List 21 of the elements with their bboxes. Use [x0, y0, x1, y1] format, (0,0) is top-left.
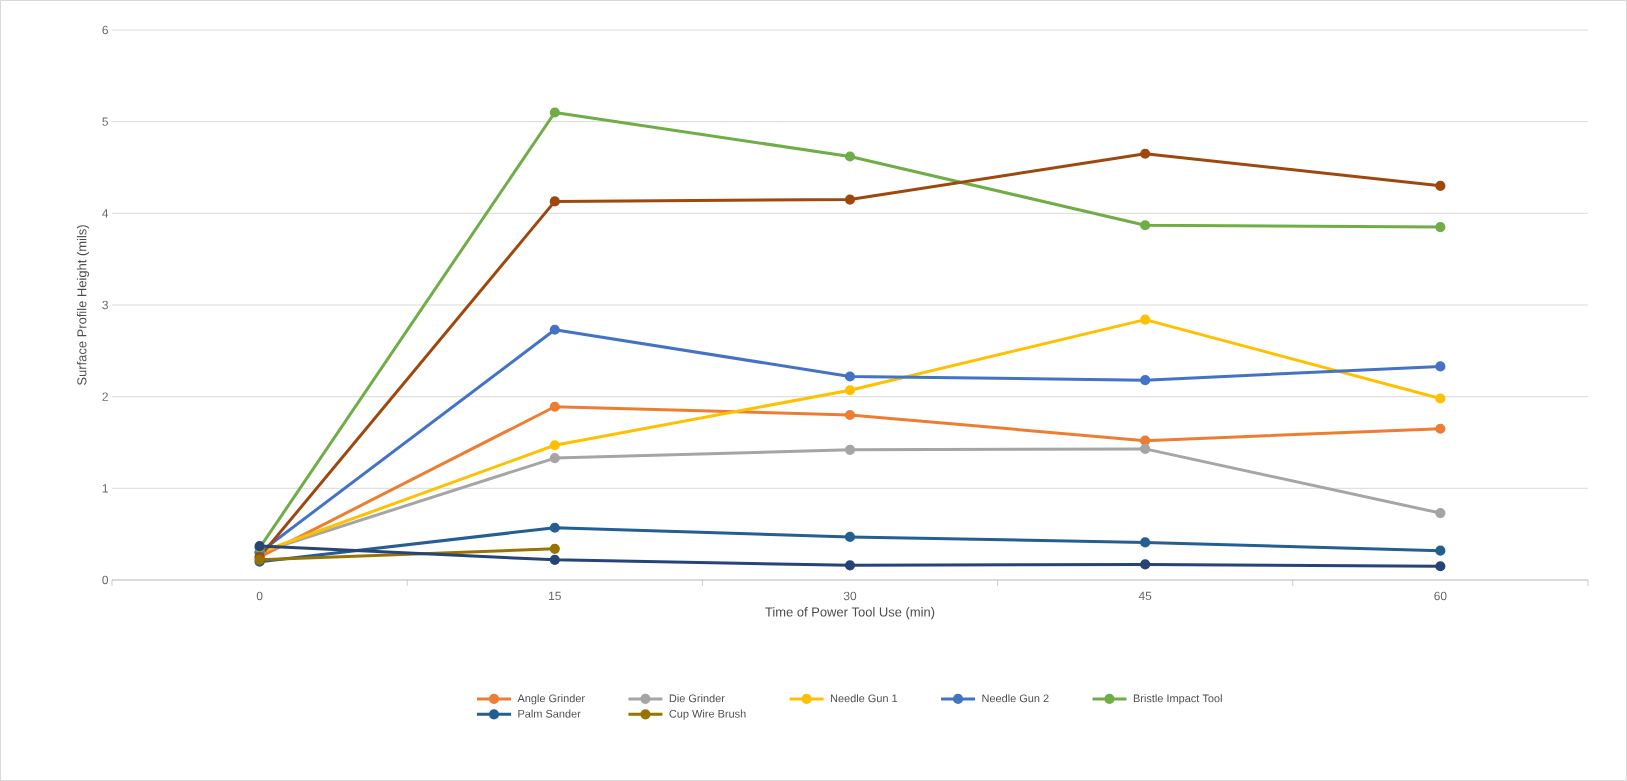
x-tick-label: 15 — [549, 591, 561, 601]
legend-label: Die Grinder — [669, 694, 725, 703]
legend-label: Bristle Impact Tool — [1133, 694, 1222, 705]
y-tick-label: 1 — [102, 484, 108, 493]
y-tick-label: 3 — [102, 300, 108, 310]
x-tick-label: 30 — [843, 591, 857, 601]
y-axis-title: Surface Profile Height (mils) — [76, 225, 90, 386]
y-tick-label: 2 — [102, 392, 108, 401]
x-tick-label: 60 — [1434, 591, 1447, 601]
legend-label: Needle Gun 2 — [982, 694, 1049, 703]
x-tick-label: 0 — [256, 591, 263, 601]
legend-label: Angle Grinder — [517, 694, 585, 705]
legend-label: Needle Gun 1 — [830, 694, 898, 703]
y-tick-label: 0 — [102, 575, 109, 585]
y-tick-label: 4 — [102, 209, 109, 218]
legend-label: Palm Sander — [518, 709, 581, 718]
y-tick-label: 6 — [102, 25, 108, 35]
y-tick-label: 5 — [102, 117, 108, 126]
x-tick-label: 45 — [1138, 591, 1152, 601]
legend-label: Cup Wire Brush — [669, 709, 746, 720]
x-axis-title: Time of Power Tool Use (min) — [765, 607, 935, 620]
